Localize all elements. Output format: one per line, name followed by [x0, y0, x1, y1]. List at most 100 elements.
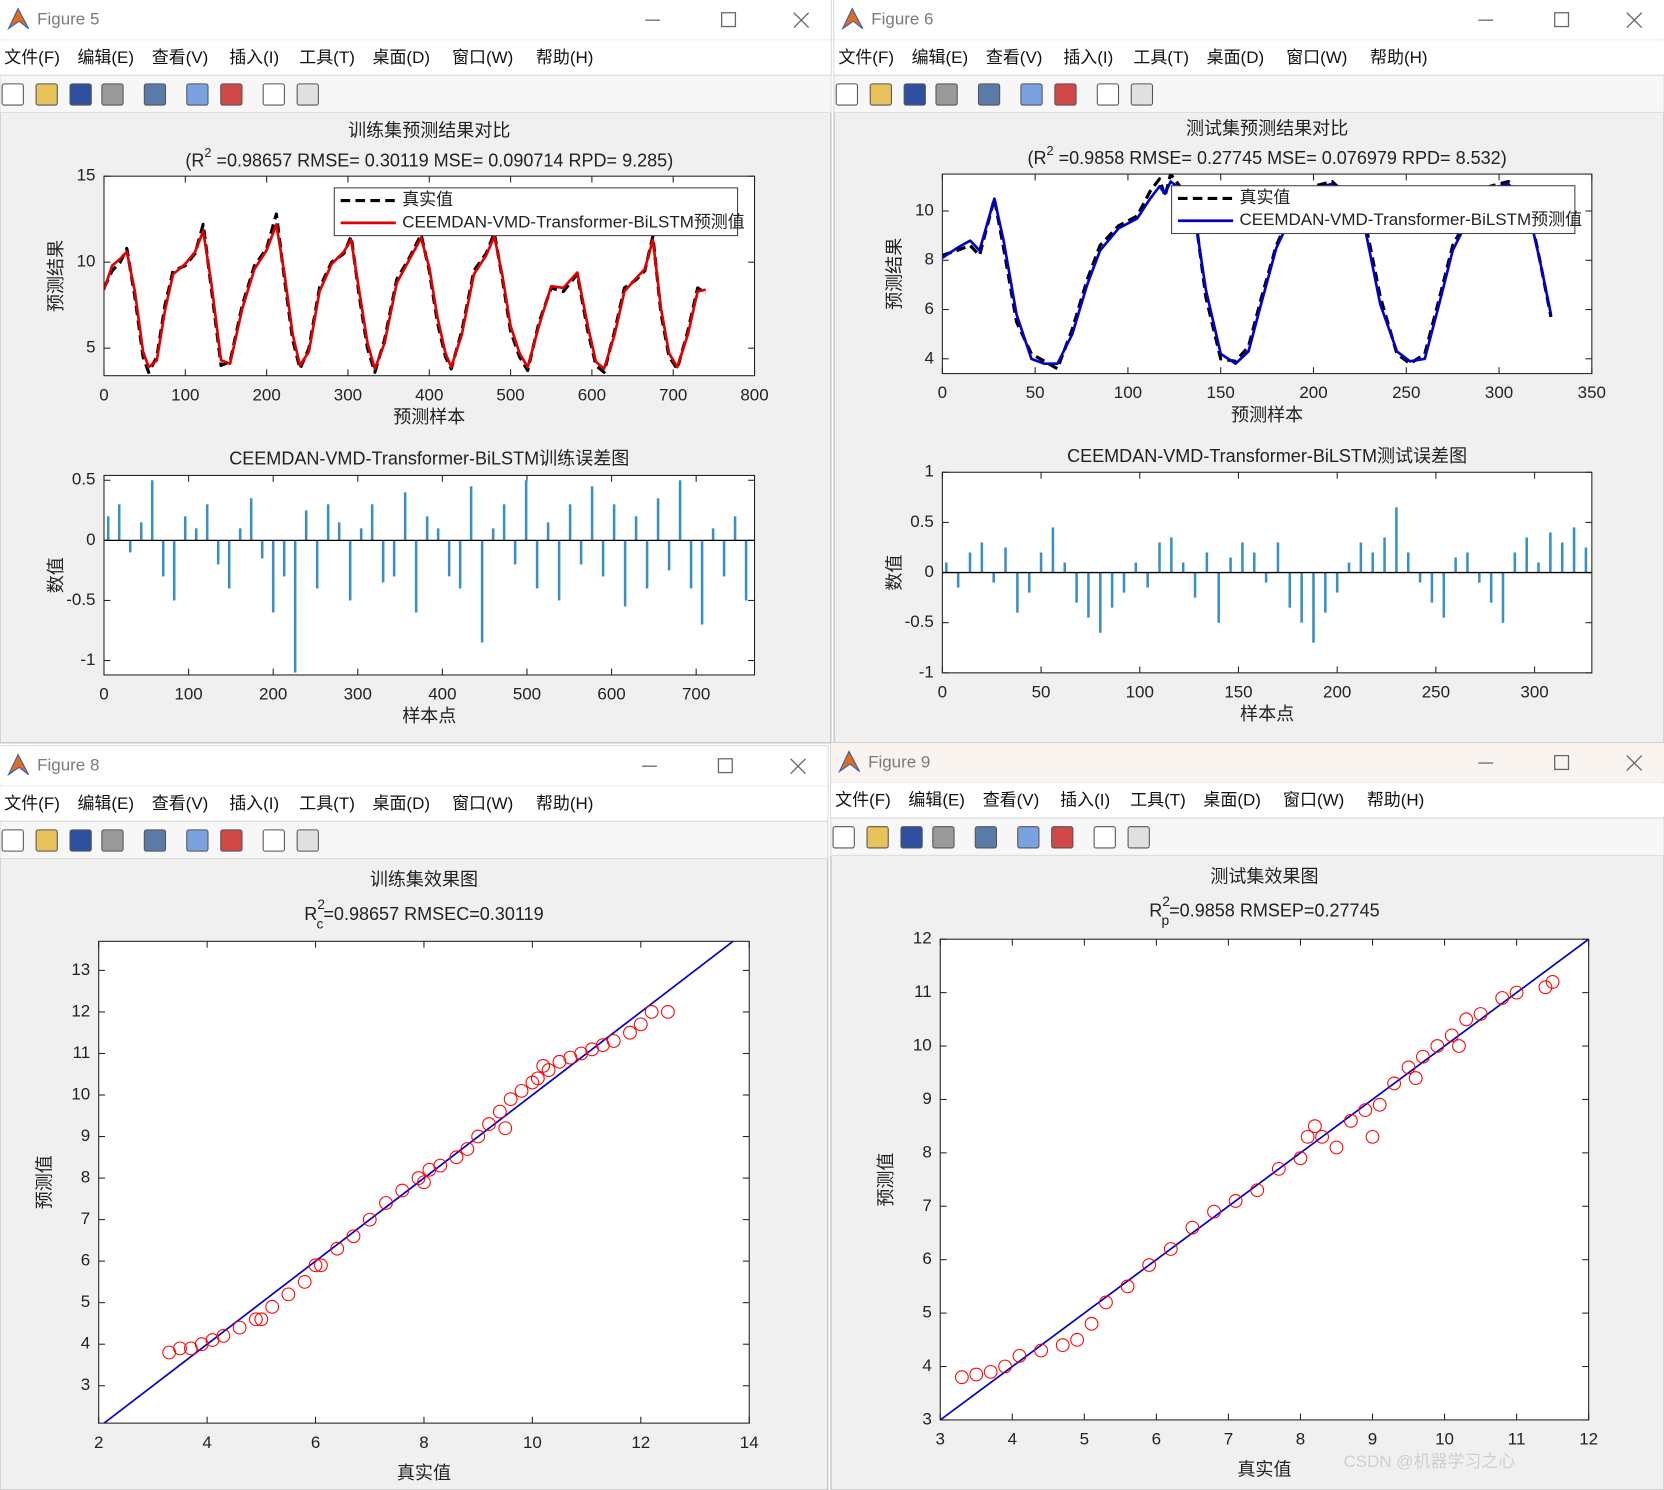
- scatter-point: [395, 1183, 410, 1198]
- maximize-button[interactable]: [1554, 754, 1570, 771]
- toolbar-button[interactable]: [977, 83, 1001, 106]
- toolbar-button[interactable]: [220, 829, 243, 852]
- scatter-point: [482, 1117, 496, 1131]
- menu-item[interactable]: 窗口(W): [1286, 48, 1347, 67]
- toolbar-button[interactable]: [903, 83, 926, 106]
- menu-item[interactable]: 桌面(D): [372, 48, 429, 67]
- toolbar-button[interactable]: [296, 83, 319, 106]
- menu-item[interactable]: 插入(I): [1060, 791, 1110, 810]
- bar: [1276, 542, 1280, 573]
- menu-item[interactable]: 编辑(E): [912, 48, 969, 67]
- y-tick-label: 10: [77, 252, 96, 271]
- close-button[interactable]: [1626, 12, 1643, 29]
- menu-item[interactable]: 插入(I): [1063, 48, 1113, 67]
- scatter-point: [1408, 1071, 1423, 1085]
- toolbar-button[interactable]: [835, 83, 858, 106]
- y-tick-label: -0.5: [905, 612, 934, 631]
- close-button[interactable]: [1626, 755, 1643, 771]
- toolbar-button[interactable]: [35, 829, 58, 852]
- toolbar-button[interactable]: [1017, 826, 1040, 849]
- toolbar-button[interactable]: [101, 83, 124, 106]
- scatter-point: [623, 1025, 637, 1040]
- toolbar-button[interactable]: [974, 826, 998, 849]
- y-tick-label: 8: [81, 1168, 90, 1187]
- toolbar-button[interactable]: [869, 83, 892, 106]
- toolbar-button[interactable]: [296, 829, 319, 852]
- menu-item[interactable]: 文件(F): [4, 794, 60, 813]
- y-tick-label: 11: [73, 1043, 91, 1062]
- menu-item[interactable]: 工具(T): [1133, 48, 1189, 67]
- close-button[interactable]: [793, 12, 810, 29]
- toolbar-button[interactable]: [1, 829, 24, 852]
- menu-item[interactable]: 工具(T): [299, 794, 355, 813]
- toolbar-button[interactable]: [186, 83, 209, 106]
- toolbar-button[interactable]: [1093, 826, 1116, 849]
- menu-item[interactable]: 窗口(W): [452, 794, 513, 813]
- bar: [1217, 572, 1221, 623]
- menu-item[interactable]: 查看(V): [986, 48, 1043, 67]
- menu-item[interactable]: 工具(T): [299, 48, 355, 67]
- toolbar-button[interactable]: [932, 826, 955, 849]
- toolbar-button[interactable]: [262, 829, 285, 852]
- menu-item[interactable]: 帮助(H): [1370, 48, 1428, 67]
- bar: [689, 540, 693, 589]
- toolbar-button[interactable]: [35, 83, 58, 106]
- toolbar-button[interactable]: [220, 83, 243, 106]
- toolbar-button[interactable]: [832, 826, 855, 849]
- y-tick-label: -1: [80, 650, 95, 669]
- y-tick-label: 15: [77, 166, 96, 185]
- toolbar-button[interactable]: [101, 829, 124, 852]
- scatter-point: [417, 1175, 431, 1190]
- menu-item[interactable]: 插入(I): [229, 794, 279, 813]
- menu-item[interactable]: 帮助(H): [536, 48, 594, 67]
- toolbar-button[interactable]: [1130, 83, 1154, 106]
- menu-item[interactable]: 工具(T): [1130, 791, 1186, 810]
- menu-item[interactable]: 编辑(E): [77, 48, 134, 67]
- bar: [1039, 552, 1043, 573]
- toolbar-button[interactable]: [935, 83, 958, 106]
- menu-item[interactable]: 编辑(E): [908, 791, 965, 810]
- menu-item[interactable]: 查看(V): [983, 791, 1040, 810]
- close-button[interactable]: [790, 758, 806, 775]
- y-tick-label: 4: [922, 1356, 931, 1375]
- toolbar-button[interactable]: [1051, 826, 1074, 849]
- menu-item[interactable]: 帮助(H): [536, 794, 594, 813]
- reference-line: [940, 939, 1589, 1420]
- legend-box: [1171, 185, 1576, 235]
- menu-item[interactable]: 帮助(H): [1367, 791, 1425, 810]
- menu-item[interactable]: 查看(V): [152, 48, 209, 67]
- toolbar-button[interactable]: [866, 826, 889, 849]
- toolbar-button[interactable]: [186, 829, 209, 852]
- menu-item[interactable]: 查看(V): [152, 794, 209, 813]
- bar: [1395, 507, 1398, 573]
- y-tick-label: 7: [81, 1209, 90, 1228]
- menu-item[interactable]: 桌面(D): [1203, 791, 1261, 810]
- menu-item[interactable]: 编辑(E): [77, 794, 134, 813]
- menu-item[interactable]: 插入(I): [229, 48, 279, 67]
- menu-item[interactable]: 桌面(D): [1207, 48, 1265, 67]
- menu-item[interactable]: 桌面(D): [372, 794, 429, 813]
- bar: [711, 528, 715, 541]
- menu-item[interactable]: 窗口(W): [452, 48, 513, 67]
- menu-item[interactable]: 文件(F): [835, 791, 891, 810]
- bar: [513, 540, 517, 565]
- toolbar-button[interactable]: [900, 826, 923, 849]
- menu-item[interactable]: 文件(F): [4, 48, 60, 67]
- toolbar-button[interactable]: [1054, 83, 1077, 106]
- maximize-button[interactable]: [1554, 12, 1570, 28]
- toolbar-button[interactable]: [1127, 826, 1150, 849]
- toolbar-button[interactable]: [69, 829, 92, 852]
- bar: [271, 540, 275, 613]
- toolbar-button[interactable]: [143, 83, 167, 106]
- toolbar-button[interactable]: [262, 83, 285, 106]
- scatter-point: [1416, 1049, 1430, 1064]
- toolbar-button[interactable]: [1020, 83, 1043, 106]
- menu-item[interactable]: 文件(F): [838, 48, 894, 67]
- toolbar-button[interactable]: [1096, 83, 1120, 106]
- toolbar-button[interactable]: [143, 829, 167, 852]
- toolbar-button[interactable]: [1, 83, 24, 106]
- maximize-button[interactable]: [720, 12, 737, 28]
- menu-item[interactable]: 窗口(W): [1283, 791, 1344, 810]
- maximize-button[interactable]: [717, 758, 733, 774]
- toolbar-button[interactable]: [69, 83, 92, 106]
